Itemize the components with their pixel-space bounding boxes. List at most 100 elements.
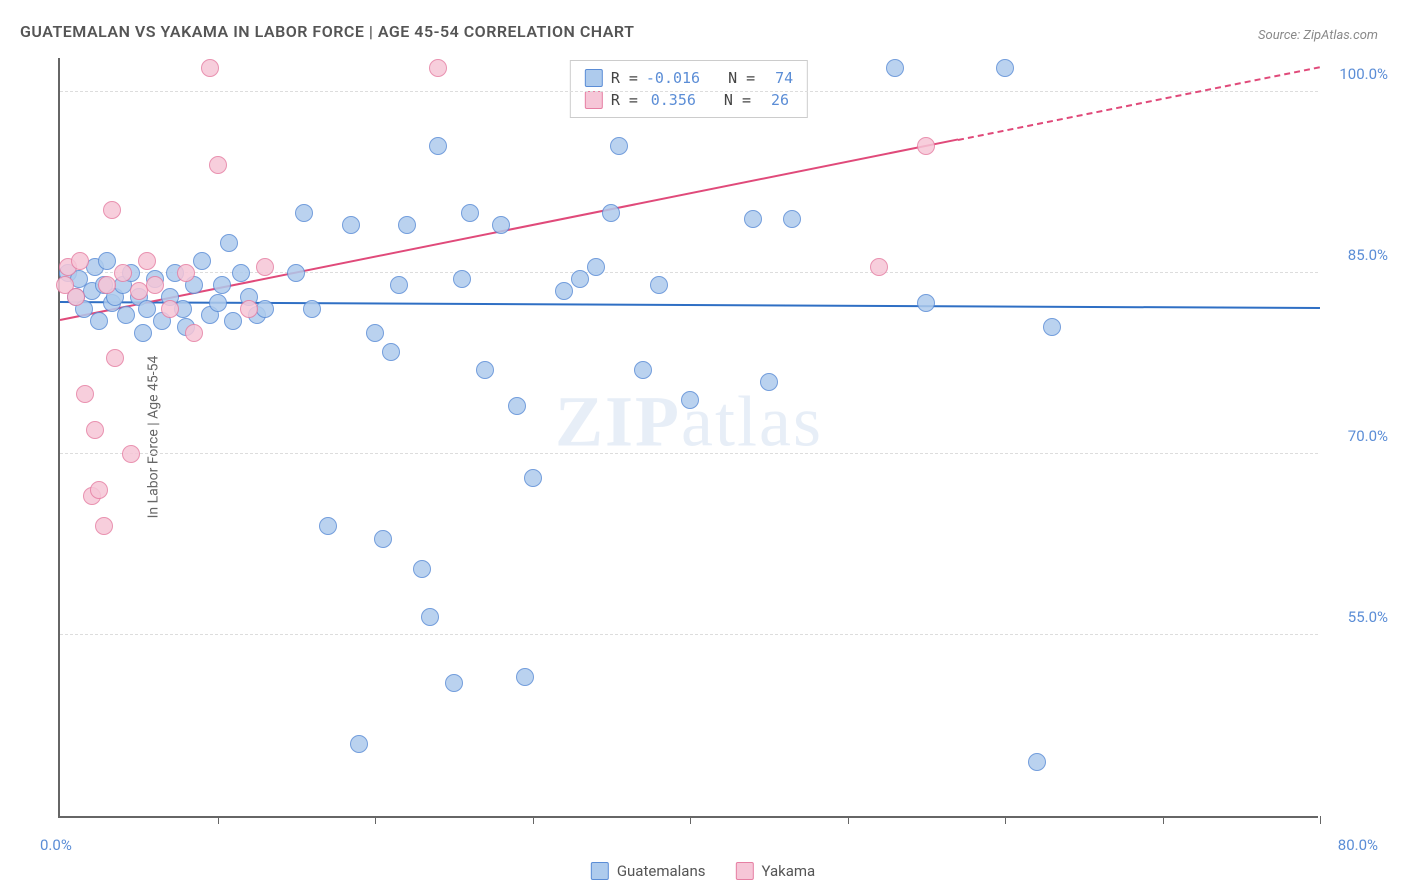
x-tick: [218, 816, 219, 824]
x-tick: [1163, 816, 1164, 824]
legend-swatch: [735, 862, 753, 880]
y-tick-label: 85.0%: [1328, 246, 1388, 264]
scatter-point: [319, 517, 337, 535]
scatter-point: [193, 252, 211, 270]
bottom-legend: Guatemalans Yakama: [591, 862, 815, 880]
scatter-point: [98, 276, 116, 294]
x-tick: [690, 816, 691, 824]
scatter-point: [201, 59, 219, 77]
scatter-point: [587, 258, 605, 276]
trend-line: [958, 66, 1321, 141]
y-tick-label: 55.0%: [1328, 608, 1388, 626]
scatter-point: [224, 312, 242, 330]
legend-label: Guatemalans: [617, 862, 706, 880]
scatter-point: [886, 59, 904, 77]
r-value: 0.356: [646, 89, 696, 111]
scatter-point: [287, 264, 305, 282]
scatter-point: [917, 294, 935, 312]
scatter-point: [303, 300, 321, 318]
scatter-point: [256, 258, 274, 276]
scatter-point: [98, 252, 116, 270]
scatter-point: [76, 385, 94, 403]
scatter-point: [453, 270, 471, 288]
scatter-point: [917, 137, 935, 155]
scatter-point: [209, 156, 227, 174]
scatter-point: [445, 674, 463, 692]
r-label: R =: [611, 89, 638, 111]
scatter-point: [240, 300, 258, 318]
scatter-point: [114, 264, 132, 282]
scatter-point: [71, 252, 89, 270]
gridline: [60, 453, 1318, 454]
scatter-point: [421, 608, 439, 626]
scatter-point: [681, 391, 699, 409]
stat-row: R = 0.356 N = 26: [585, 89, 793, 111]
scatter-point: [571, 270, 589, 288]
scatter-point: [429, 137, 447, 155]
scatter-point: [744, 210, 762, 228]
scatter-point: [492, 216, 510, 234]
scatter-point: [508, 397, 526, 415]
scatter-point: [134, 324, 152, 342]
scatter-point: [146, 276, 164, 294]
x-tick: [848, 816, 849, 824]
legend-item: Guatemalans: [591, 862, 706, 880]
scatter-point: [555, 282, 573, 300]
x-tick: [375, 816, 376, 824]
scatter-point: [138, 300, 156, 318]
scatter-point: [117, 306, 135, 324]
legend-label: Yakama: [761, 862, 815, 880]
scatter-point: [398, 216, 416, 234]
scatter-point: [610, 137, 628, 155]
scatter-point: [161, 300, 179, 318]
scatter-point: [95, 517, 113, 535]
scatter-point: [390, 276, 408, 294]
n-value: 74: [763, 67, 793, 89]
scatter-point: [429, 59, 447, 77]
scatter-point: [996, 59, 1014, 77]
y-tick-label: 100.0%: [1328, 65, 1388, 83]
scatter-point: [232, 264, 250, 282]
scatter-point: [256, 300, 274, 318]
x-axis-end-label: 80.0%: [1338, 836, 1378, 854]
legend-swatch: [585, 91, 603, 109]
y-tick-label: 70.0%: [1328, 427, 1388, 445]
scatter-point: [413, 560, 431, 578]
gridline: [60, 634, 1318, 635]
stat-row: R =-0.016N =74: [585, 67, 793, 89]
scatter-point: [177, 264, 195, 282]
scatter-point: [90, 312, 108, 330]
scatter-point: [90, 481, 108, 499]
n-label: N =: [728, 67, 755, 89]
scatter-point: [366, 324, 384, 342]
scatter-point: [295, 204, 313, 222]
scatter-point: [185, 324, 203, 342]
scatter-point: [86, 421, 104, 439]
scatter-point: [106, 349, 124, 367]
n-label: N =: [724, 89, 751, 111]
x-axis-start-label: 0.0%: [40, 836, 72, 854]
scatter-point: [634, 361, 652, 379]
scatter-point: [342, 216, 360, 234]
scatter-point: [209, 294, 227, 312]
scatter-point: [103, 201, 121, 219]
scatter-point: [138, 252, 156, 270]
scatter-point: [650, 276, 668, 294]
scatter-point: [122, 445, 140, 463]
x-tick: [1005, 816, 1006, 824]
correlation-stats-box: R =-0.016N =74R =0.356N =26: [570, 60, 808, 118]
scatter-point: [783, 210, 801, 228]
scatter-point: [870, 258, 888, 276]
scatter-point: [213, 276, 231, 294]
scatter-point: [220, 234, 238, 252]
source-attribution: Source: ZipAtlas.com: [1258, 28, 1378, 43]
n-value: 26: [759, 89, 789, 111]
r-label: R =: [611, 67, 638, 89]
scatter-point: [382, 343, 400, 361]
legend-swatch: [591, 862, 609, 880]
scatter-point: [374, 530, 392, 548]
scatter-point: [1043, 318, 1061, 336]
legend-item: Yakama: [735, 862, 815, 880]
x-tick: [1320, 816, 1321, 824]
x-tick: [533, 816, 534, 824]
